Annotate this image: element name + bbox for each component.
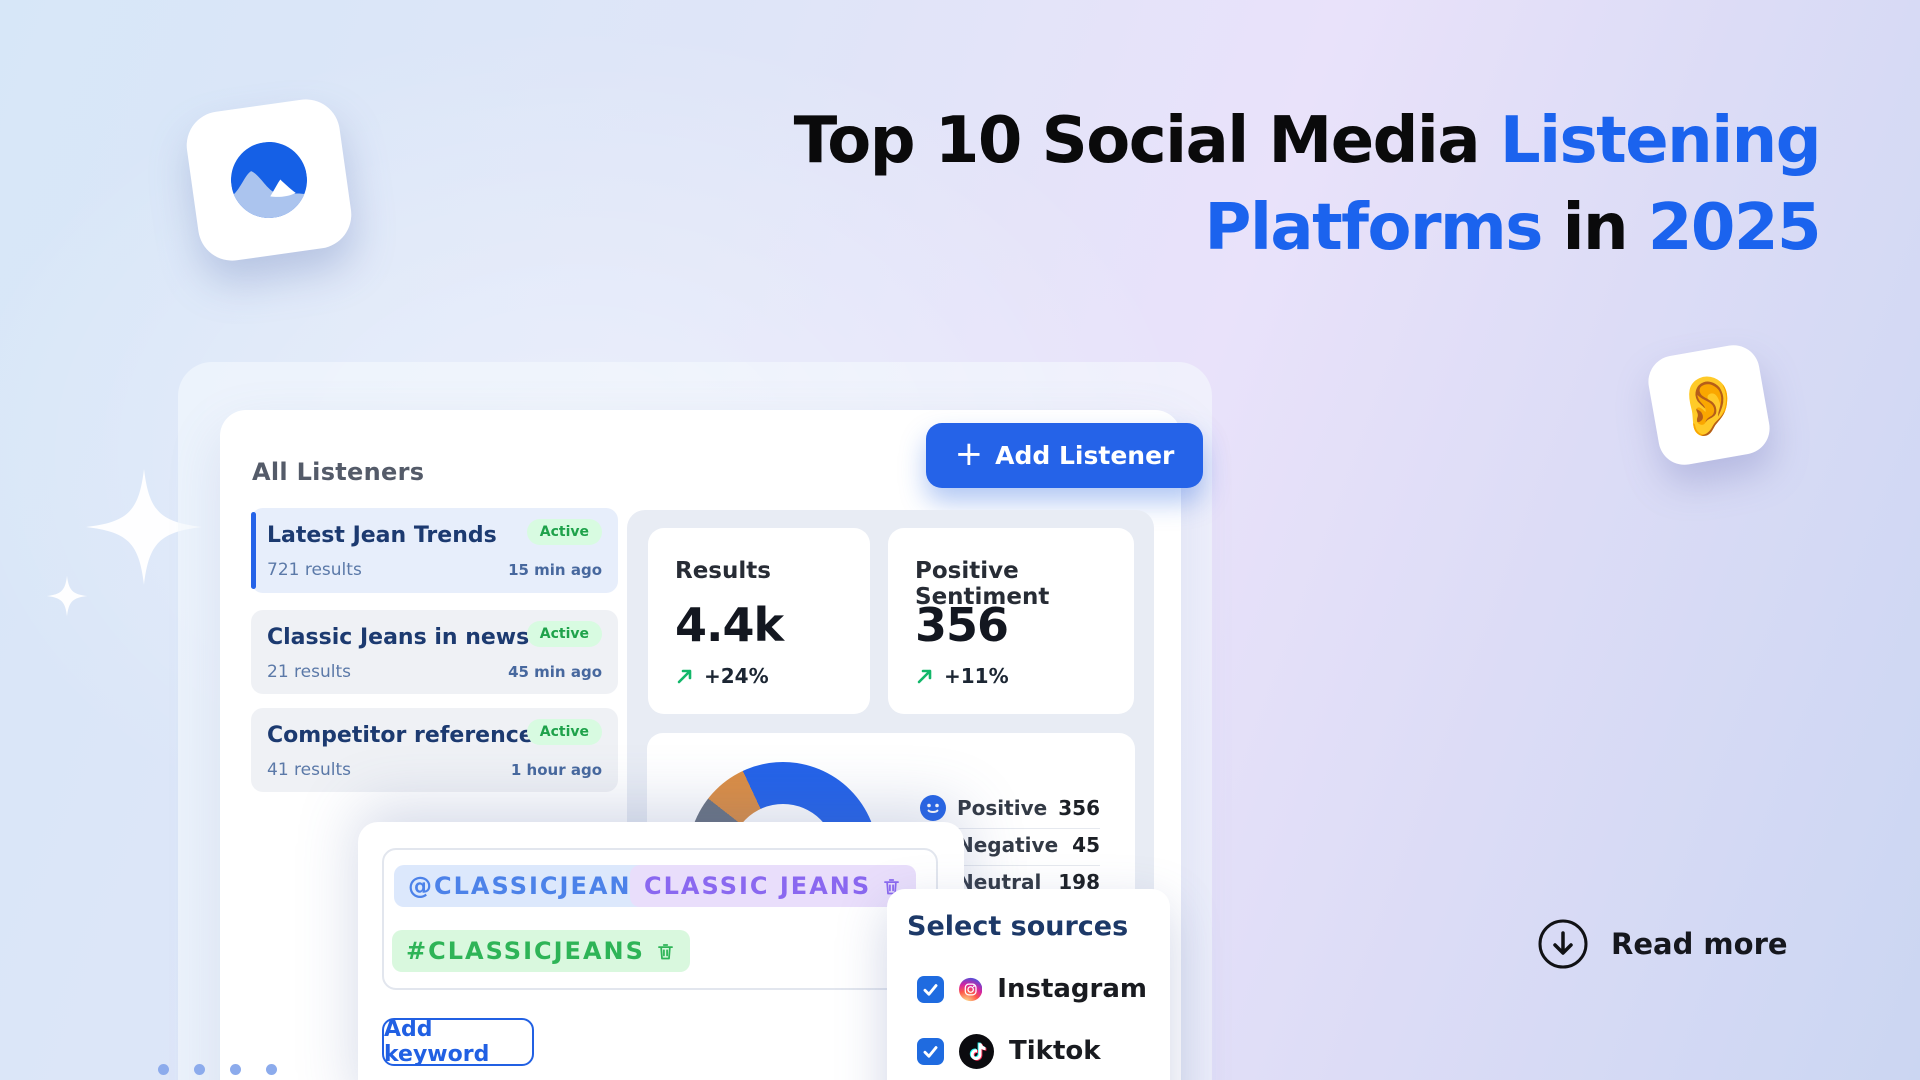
legend-value: 45 [1072,833,1100,857]
listener-time: 1 hour ago [510,761,602,779]
listener-name: Classic Jeans in news [267,625,530,650]
instagram-checkbox[interactable] [917,975,944,1003]
add-listener-label: Add Listener [995,441,1175,470]
listener-item-classic-jeans-in-news[interactable]: Classic Jeans in news 21 results Active … [251,610,618,694]
plus-icon: + [954,434,984,474]
keyword-chip-label: @CLASSICJEANS [408,872,651,900]
listener-results: 41 results [267,760,351,780]
read-more-link[interactable]: Read more [1537,918,1788,970]
legend-row-positive: Positive 356 [920,794,1100,822]
select-sources-popup: Select sources Instagram [887,889,1170,1080]
stat-value: 4.4k [675,598,784,652]
listener-time: 15 min ago [508,561,602,579]
keyword-chip-label: CLASSIC JEANS [644,872,872,900]
trash-icon[interactable] [655,941,676,962]
legend-divider [920,865,1100,866]
add-keyword-button[interactable]: Add keyword [382,1017,534,1067]
trend-up-icon [677,669,692,684]
source-label: Tiktok [1009,1036,1101,1066]
title-line-1: Top 10 Social Media Listening [793,104,1822,178]
instagram-icon [959,977,983,1001]
listener-item-competitor-references[interactable]: Competitor references 41 results Active … [251,708,618,792]
ear-emoji: 👂 [1667,364,1751,445]
source-row-tiktok[interactable]: Tiktok [917,1031,1147,1071]
carousel-dot[interactable] [230,1064,241,1075]
carousel-dot[interactable] [194,1064,205,1075]
selected-accent-bar [251,512,256,589]
check-icon [923,983,938,996]
listener-time: 45 min ago [508,663,602,681]
carousel-dot[interactable] [266,1064,277,1075]
status-badge: Active [526,519,602,545]
legend-value: 356 [1058,796,1100,820]
results-stat-card: Results 4.4k +24% [648,528,870,714]
all-listeners-heading: All Listeners [252,458,425,486]
listener-results: 721 results [267,560,362,580]
app-logo [182,95,356,265]
legend-label: Positive [957,796,1048,820]
stat-delta: +24% [704,664,769,688]
sparkle-icon [86,469,202,585]
read-more-label: Read more [1611,927,1788,961]
keywords-popup: @CLASSICJEANS CLASSIC JEANS #CLASSICJEAN… [358,822,964,1080]
source-row-instagram[interactable]: Instagram [917,969,1147,1009]
keywords-box: @CLASSICJEANS CLASSIC JEANS #CLASSICJEAN… [382,848,938,990]
check-icon [923,1045,938,1058]
tiktok-checkbox[interactable] [917,1037,944,1065]
stat-delta: +11% [944,664,1009,688]
tiktok-icon [959,1033,994,1069]
trend-up-icon [917,669,932,684]
add-keyword-label: Add keyword [384,1017,490,1067]
listener-results: 21 results [267,662,351,682]
down-arrow-circle-icon [1538,919,1588,969]
mountain-logo-icon [230,142,312,223]
listener-item-latest-jean-trends[interactable]: Latest Jean Trends 721 results Active 15… [251,508,618,593]
stat-label: Results [675,558,771,584]
status-badge: Active [526,621,602,647]
sparkle-icon [46,575,88,617]
keyword-chip-hashtag[interactable]: #CLASSICJEANS [392,930,690,972]
stat-label: Positive Sentiment [915,558,1050,610]
select-sources-title: Select sources [907,911,1129,942]
stat-value: 356 [915,598,1009,652]
carousel-dot[interactable] [158,1064,169,1075]
positive-sentiment-stat-card: Positive Sentiment 356 +11% [888,528,1134,714]
source-label: Instagram [997,974,1147,1004]
legend-divider [920,828,1100,829]
ear-emoji-badge: 👂 [1644,341,1774,469]
listener-name: Latest Jean Trends [267,523,497,548]
keyword-chip-brand[interactable]: CLASSIC JEANS [630,865,917,907]
title-line-2: Platforms in 2025 [1204,191,1822,265]
page-title: Top 10 Social Media Listening Platforms … [793,98,1822,272]
positive-smiley-icon [920,795,946,821]
status-badge: Active [526,719,602,745]
add-listener-button[interactable]: + Add Listener [926,423,1203,488]
keyword-chip-label: #CLASSICJEANS [406,937,645,965]
listener-name: Competitor references [267,723,547,748]
legend-label: Negative [957,833,1059,857]
